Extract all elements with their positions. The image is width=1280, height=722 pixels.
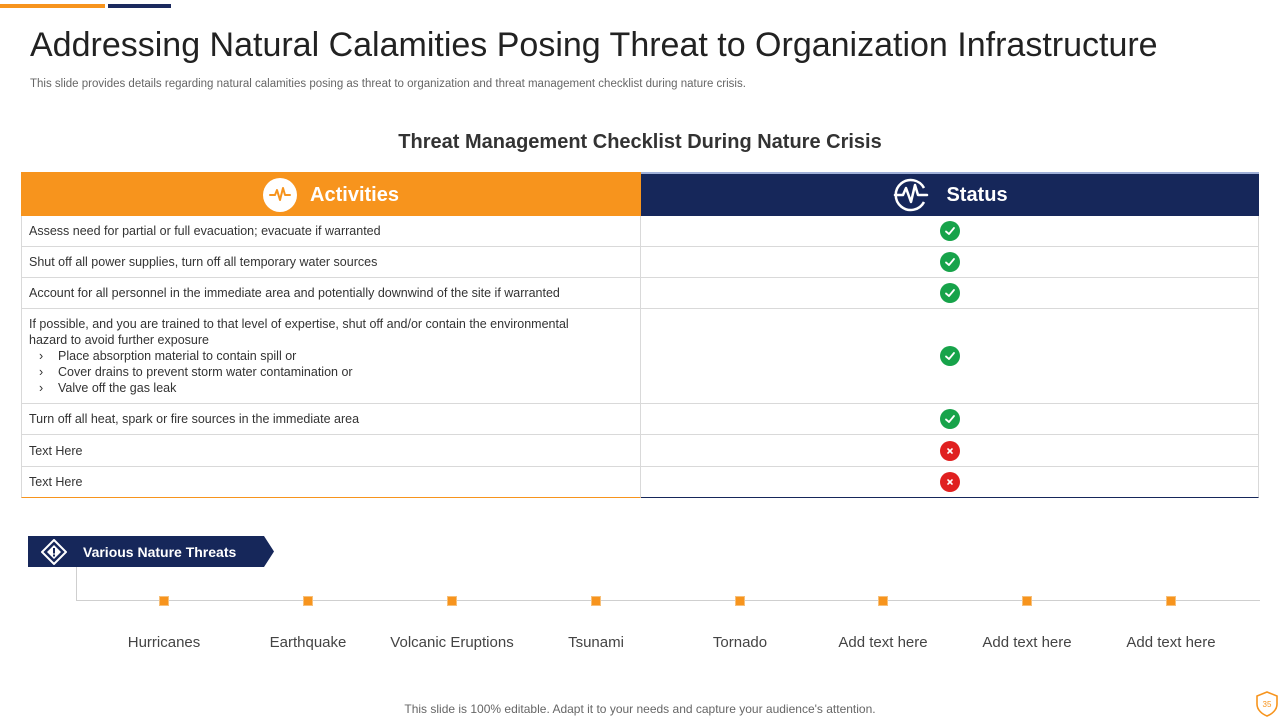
activity-cell: Turn off all heat, spark or fire sources… [21, 404, 641, 434]
activity-cell: Shut off all power supplies, turn off al… [21, 247, 641, 277]
check-icon [939, 252, 960, 272]
threats-banner: Various Nature Threats [28, 536, 274, 567]
threat-label: Add text here [1126, 634, 1216, 651]
activities-header: Activities [21, 172, 641, 216]
slide-footer: This slide is 100% editable. Adapt it to… [404, 702, 876, 716]
table-row: Turn off all heat, spark or fire sources… [21, 404, 1259, 435]
threat-label: Hurricanes [127, 634, 201, 651]
timeline-marker [303, 596, 313, 606]
chevron-right-icon: › [39, 381, 44, 395]
table-header: Activities Status [21, 172, 1259, 216]
threat-item: Earthquake [218, 596, 398, 651]
status-header-label: Status [946, 183, 1008, 206]
activity-cell: Account for all personnel in the immedia… [21, 278, 641, 308]
activities-header-label: Activities [310, 183, 399, 206]
warning-diamond-icon [40, 538, 68, 565]
timeline-marker [591, 596, 601, 606]
threat-label: Add text here [982, 634, 1072, 651]
threat-label: Tsunami [568, 634, 624, 651]
status-cell [641, 467, 1259, 498]
threat-item: Tornado [650, 596, 830, 651]
cross-icon [939, 440, 960, 461]
timeline-marker [878, 596, 888, 606]
slide-subtitle: This slide provides details regarding na… [30, 78, 746, 90]
heartbeat-circle-icon [892, 176, 930, 214]
timeline-connector [76, 567, 77, 600]
threat-item: Volcanic Eruptions [362, 596, 542, 651]
sub-bullet: › Valve off the gas leak [39, 381, 177, 395]
timeline-marker [735, 596, 745, 606]
activity-cell: If possible, and you are trained to that… [21, 309, 641, 403]
table-row: If possible, and you are trained to that… [21, 309, 1259, 404]
activity-text: If possible, and you are trained to that… [29, 317, 569, 331]
sub-bullet: › Place absorption material to contain sp… [39, 349, 297, 363]
status-cell [641, 216, 1259, 246]
threat-item: Add text here [793, 596, 973, 651]
check-icon [939, 221, 960, 241]
chevron-right-icon: › [39, 349, 44, 363]
threat-label: Tornado [712, 634, 768, 651]
table-row: Text Here [21, 467, 1259, 498]
threats-banner-label: Various Nature Threats [83, 543, 237, 560]
status-cell [641, 247, 1259, 277]
page-number: 35 [1263, 700, 1272, 709]
status-cell [641, 278, 1259, 308]
checklist-title: Threat Management Checklist During Natur… [398, 131, 882, 153]
threat-label: Volcanic Eruptions [390, 634, 514, 651]
activity-cell: Text Here [21, 467, 641, 498]
check-icon [939, 346, 960, 366]
check-icon [939, 409, 960, 429]
accent-bar-navy [108, 4, 171, 8]
page-number-badge: 35 [1255, 691, 1279, 717]
table-row: Account for all personnel in the immedia… [21, 278, 1259, 309]
status-cell [641, 404, 1259, 434]
pulse-icon [263, 178, 298, 212]
threat-label: Add text here [838, 634, 928, 651]
threat-label: Earthquake [269, 634, 347, 651]
activity-cell: Assess need for partial or full evacuati… [21, 216, 641, 246]
threat-item: Tsunami [506, 596, 686, 651]
chevron-right-icon: › [39, 365, 44, 379]
timeline-line [76, 600, 1260, 601]
status-header: Status [641, 172, 1259, 216]
table-row: Assess need for partial or full evacuati… [21, 216, 1259, 247]
cross-icon [939, 472, 960, 492]
threat-item: Add text here [937, 596, 1117, 651]
activity-text-cont: hazard to avoid further exposure [29, 333, 209, 347]
table-row: Shut off all power supplies, turn off al… [21, 247, 1259, 278]
status-cell [641, 309, 1259, 403]
table-row: Text Here [21, 435, 1259, 467]
sub-bullet: › Cover drains to prevent storm water con… [39, 365, 353, 379]
threat-item: Add text here [1081, 596, 1261, 651]
activity-cell: Text Here [21, 435, 641, 466]
check-icon [939, 283, 960, 303]
status-cell [641, 435, 1259, 466]
slide-title: Addressing Natural Calamities Posing Thr… [30, 26, 1158, 64]
timeline-marker [1166, 596, 1176, 606]
timeline-marker [159, 596, 169, 606]
timeline-marker [1022, 596, 1032, 606]
accent-bar-orange [0, 4, 105, 8]
checklist-table: Activities Status Assess need for partia… [21, 172, 1259, 498]
threat-item: Hurricanes [74, 596, 254, 651]
timeline-marker [447, 596, 457, 606]
